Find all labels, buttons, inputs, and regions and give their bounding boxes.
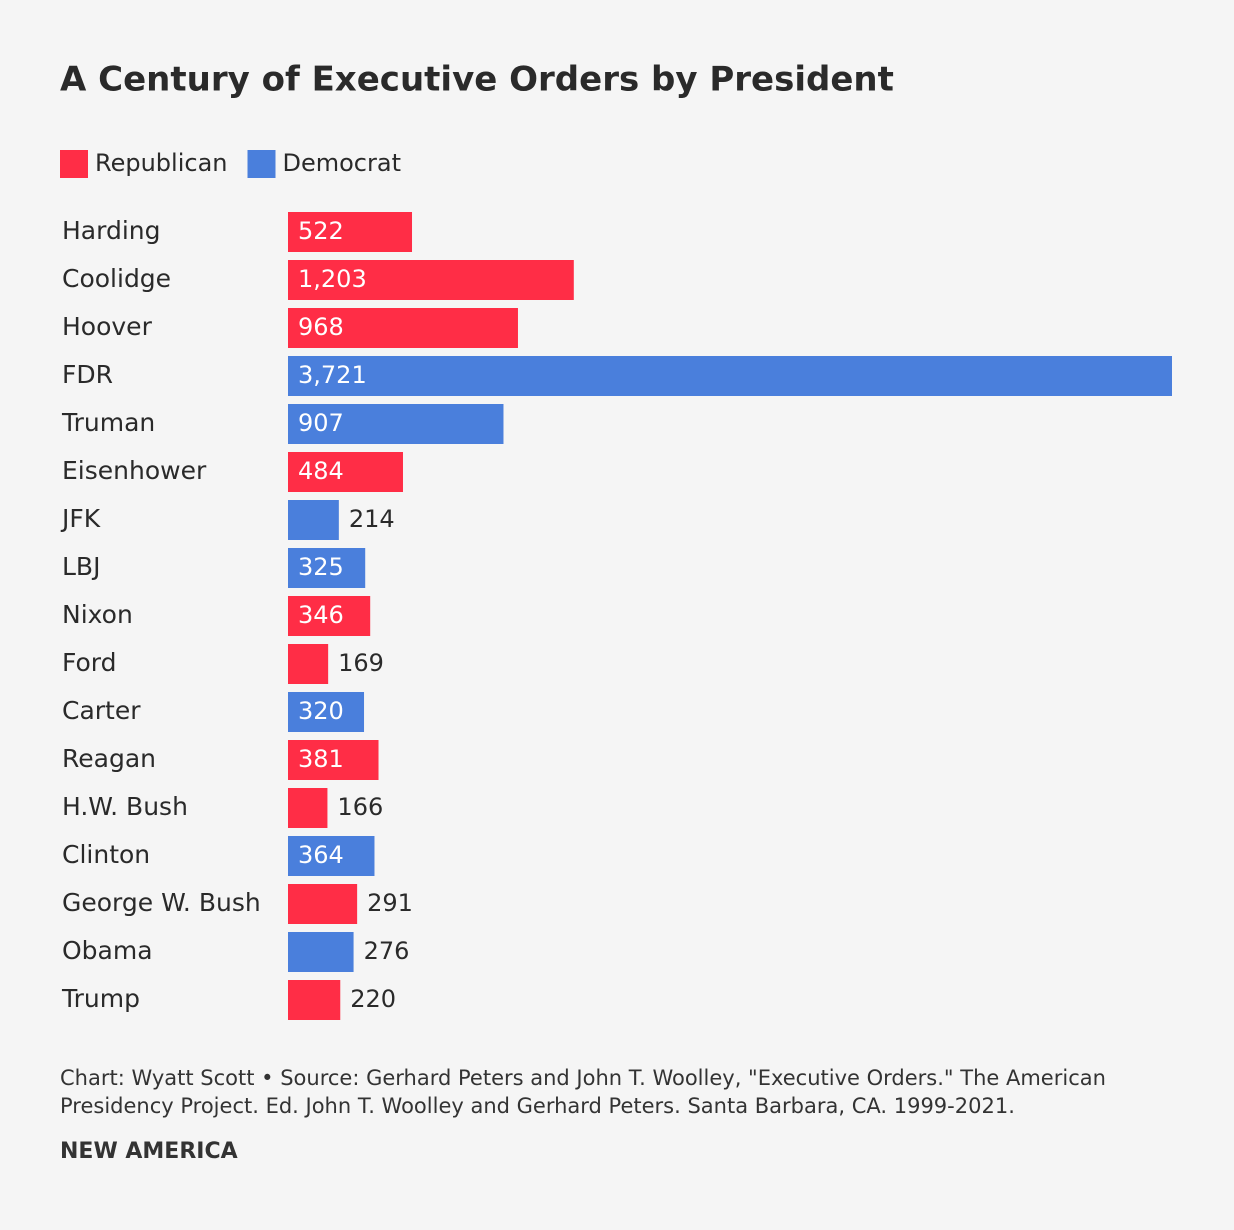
value-label: 325 xyxy=(298,553,344,581)
bar xyxy=(288,596,371,636)
value-label: 968 xyxy=(298,313,344,341)
value-label: 220 xyxy=(350,985,396,1013)
bar xyxy=(288,356,1172,396)
y-tick-label: LBJ xyxy=(62,552,100,581)
value-label: 1,203 xyxy=(298,265,367,293)
value-label: 276 xyxy=(364,937,410,965)
y-tick-label: FDR xyxy=(62,360,113,389)
y-tick-label: Trump xyxy=(61,984,140,1013)
value-label: 166 xyxy=(337,793,383,821)
bar xyxy=(288,452,403,492)
source-note: Chart: Wyatt Scott • Source: Gerhard Pet… xyxy=(60,1066,1106,1118)
y-tick-label: Clinton xyxy=(62,840,150,869)
y-tick-label: JFK xyxy=(60,504,101,533)
y-tick-label: Harding xyxy=(62,216,161,245)
value-label: 346 xyxy=(298,601,344,629)
y-tick-label: Carter xyxy=(62,696,141,725)
y-tick-label: Obama xyxy=(62,936,153,965)
legend-swatch xyxy=(60,150,88,178)
bar xyxy=(288,980,341,1020)
chart: A Century of Executive Orders by Preside… xyxy=(60,60,1172,1020)
y-tick-label: H.W. Bush xyxy=(62,792,188,821)
value-label: 3,721 xyxy=(298,361,367,389)
value-label: 169 xyxy=(338,649,384,677)
bar xyxy=(288,884,358,924)
bar xyxy=(288,644,329,684)
value-label: 364 xyxy=(298,841,344,869)
bar xyxy=(288,404,504,444)
y-tick-label: Nixon xyxy=(62,600,133,629)
bar xyxy=(288,788,328,828)
brand: NEW AMERICA xyxy=(60,1139,238,1164)
chart-title: A Century of Executive Orders by Preside… xyxy=(60,60,894,100)
y-tick-label: Truman xyxy=(61,408,155,437)
y-tick-label: Reagan xyxy=(62,744,156,773)
legend-label: Republican xyxy=(95,149,228,177)
value-label: 484 xyxy=(298,457,344,485)
bar xyxy=(288,692,365,732)
y-tick-label: Ford xyxy=(62,648,117,677)
value-label: 320 xyxy=(298,697,344,725)
value-label: 522 xyxy=(298,217,344,245)
bar xyxy=(288,932,354,972)
legend-label: Democrat xyxy=(283,149,402,177)
bar xyxy=(288,308,518,348)
bar xyxy=(288,500,339,540)
y-tick-label: Eisenhower xyxy=(62,456,207,485)
y-tick-label: Coolidge xyxy=(62,264,171,293)
bar xyxy=(288,548,366,588)
legend-swatch xyxy=(247,150,276,178)
bar xyxy=(288,212,413,252)
y-tick-label: Hoover xyxy=(62,312,153,341)
bar xyxy=(288,260,574,300)
value-label: 214 xyxy=(349,505,395,533)
bar xyxy=(288,740,379,780)
value-label: 907 xyxy=(298,409,344,437)
bar xyxy=(288,836,375,876)
value-label: 381 xyxy=(298,745,344,773)
y-tick-label: George W. Bush xyxy=(62,888,261,917)
value-label: 291 xyxy=(367,889,413,917)
